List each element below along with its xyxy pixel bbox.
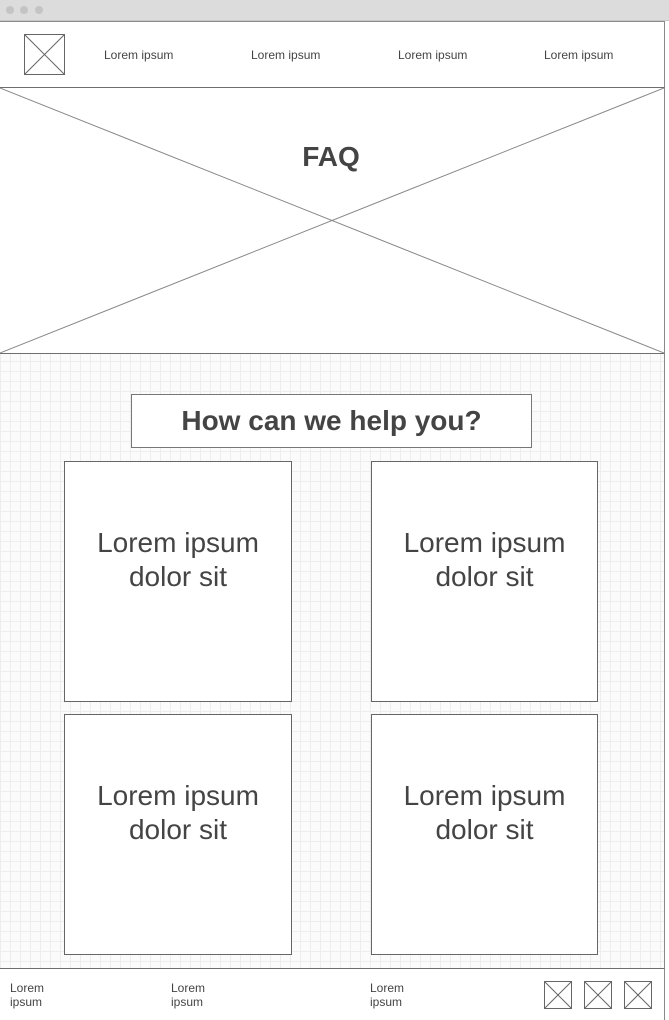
image-placeholder-icon[interactable] xyxy=(544,981,572,1009)
hero-image-cross xyxy=(0,88,664,353)
window-minimize-dot[interactable] xyxy=(20,6,28,14)
footer-link-1[interactable]: Lorem ipsum xyxy=(10,981,45,1009)
nav-link-4[interactable]: Lorem ipsum xyxy=(544,48,614,62)
faq-card[interactable]: Lorem ipsum dolor sit xyxy=(64,714,292,955)
window-maximize-dot[interactable] xyxy=(35,6,43,14)
faq-card-text: Lorem ipsum dolor sit xyxy=(97,527,259,592)
footer-link-3[interactable]: Lorem ipsum xyxy=(370,981,405,1009)
faq-card[interactable]: Lorem ipsum dolor sit xyxy=(64,461,292,702)
nav-link-2[interactable]: Lorem ipsum xyxy=(251,48,321,62)
top-navbar: Lorem ipsum Lorem ipsum Lorem ipsum Lore… xyxy=(0,21,665,88)
page-footer: Lorem ipsum Lorem ipsum Lorem ipsum xyxy=(0,968,665,1020)
faq-card-text: Lorem ipsum dolor sit xyxy=(403,780,566,845)
faq-card[interactable]: Lorem ipsum dolor sit xyxy=(371,714,598,955)
nav-link-3[interactable]: Lorem ipsum xyxy=(398,48,468,62)
nav-link-1[interactable]: Lorem ipsum xyxy=(104,48,174,62)
faq-card-text: Lorem ipsum dolor sit xyxy=(403,527,566,592)
faq-card[interactable]: Lorem ipsum dolor sit xyxy=(371,461,598,702)
window-titlebar xyxy=(0,0,669,21)
faq-card-text: Lorem ipsum dolor sit xyxy=(97,780,259,845)
logo-placeholder-icon[interactable] xyxy=(24,34,65,75)
footer-link-2[interactable]: Lorem ipsum xyxy=(171,981,206,1009)
hero-image-placeholder: FAQ xyxy=(0,88,665,354)
help-heading: How can we help you? xyxy=(131,394,532,448)
window-close-dot[interactable] xyxy=(6,6,14,14)
page-title: FAQ xyxy=(302,141,360,172)
image-placeholder-icon[interactable] xyxy=(584,981,612,1009)
image-placeholder-icon[interactable] xyxy=(624,981,652,1009)
